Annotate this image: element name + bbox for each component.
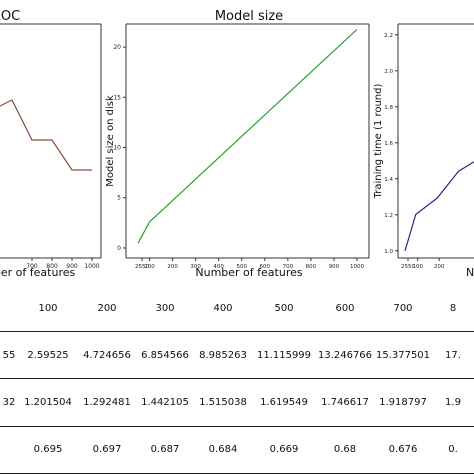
- model-size-x-tick-label: 300: [190, 264, 201, 270]
- roc-x-tick-label: 700: [26, 263, 38, 270]
- model-size-ylabel: Model size on disk: [105, 95, 116, 187]
- model-size-x-tick-label: 800: [306, 264, 317, 270]
- table-row: 32 1.201504 1.292481 1.442105 1.515038 1.6195…: [0, 379, 474, 427]
- table-cell: 1.746617: [321, 397, 369, 409]
- table-cell: 1.918797: [379, 397, 427, 409]
- model-size-xlabel: Number of features: [195, 266, 302, 278]
- table-cell: 15.377501: [375, 349, 431, 361]
- table-cell: 8.985263: [199, 349, 247, 361]
- training-y-tick-label: 1.0: [384, 249, 393, 255]
- training-xlabel: N: [466, 266, 474, 278]
- table-cell: 1.442105: [141, 397, 189, 409]
- training-x-tick-label: 200: [434, 264, 445, 270]
- table-cell: 32: [2, 397, 16, 409]
- roc-x-tick-label: 800: [46, 263, 58, 270]
- results-table-body: 100 200 300 400 500 600 700 8 55 2.59525 4.724656 6…: [0, 285, 474, 474]
- training-y-tick-label: 1.4: [384, 177, 393, 183]
- table-header-cell: 400: [213, 302, 233, 314]
- table-cell: 11.115999: [256, 349, 312, 361]
- table-cell: 0.: [448, 444, 458, 456]
- training-x-tick-label: 2550: [401, 264, 415, 270]
- model-size-x-tick-label: 500: [236, 264, 247, 270]
- table-cell: [0, 426, 18, 473]
- model-size-x-tick-label: 900: [329, 264, 340, 270]
- model-size-x-tick-label: 400: [213, 264, 224, 270]
- table-cell: 1.515038: [199, 397, 247, 409]
- training-series-line: [404, 161, 474, 251]
- training-ylabel: Training time (1 round): [373, 84, 384, 200]
- table-cell: 0.669: [269, 444, 299, 456]
- table-header-cell: 100: [38, 302, 58, 314]
- table-cell: 1.201504: [24, 397, 72, 409]
- model-size-x-tick-label: 700: [283, 264, 294, 270]
- table-header-cell: 300: [155, 302, 175, 314]
- table-cell: 0.695: [33, 444, 63, 456]
- roc-x-tick-label: 900: [66, 263, 78, 270]
- model-size-y-tick-label: 20: [113, 44, 121, 51]
- table-cell: 1.619549: [260, 397, 308, 409]
- model-size-x-tick-label: 1000: [350, 264, 364, 270]
- table-header-cell: 600: [335, 302, 355, 314]
- table-header-cell: 8: [449, 302, 457, 314]
- model-size-y-ticks: 0 5 10 15 20: [113, 44, 126, 252]
- model-size-x-tick-label: 100: [144, 264, 155, 270]
- model-size-x-tick-label: 600: [260, 264, 271, 270]
- model-size-y-tick-label: 5: [117, 195, 121, 202]
- roc-x-tick-label: 1000: [84, 263, 99, 270]
- model-size-y-tick-label: 15: [113, 94, 121, 101]
- table-cell: 0.687: [150, 444, 180, 456]
- model-size-y-tick-label: 10: [113, 145, 121, 152]
- table-cell: 0.697: [92, 444, 122, 456]
- table-row: 55 2.59525 4.724656 6.854566 8.985263 11.1159…: [0, 332, 474, 379]
- table-row: 0.695 0.697 0.687 0.684 0.669 0.68 0.676 0.: [0, 426, 474, 474]
- roc-xlabel: Number of features: [0, 266, 75, 278]
- training-y-tick-label: 2.2: [384, 33, 393, 39]
- roc-title: ROC: [0, 9, 20, 24]
- table-cell: 0.684: [208, 444, 238, 456]
- table-cell: 4.724656: [83, 349, 131, 361]
- training-y-ticks: 1.0 1.2 1.4 1.6 1.8 2.0 2.2: [384, 33, 398, 255]
- model-size-x-tick-label: 200: [167, 264, 178, 270]
- table-header-cell: 500: [274, 302, 294, 314]
- table-cell: 55: [2, 349, 16, 361]
- table-cell: 1.9: [445, 397, 461, 409]
- table-cell: 1.292481: [83, 397, 131, 409]
- results-table: 100 200 300 400 500 600 700 8 55 2.59525 4.724656 6…: [0, 285, 474, 474]
- table-header-cell: 200: [97, 302, 117, 314]
- table-cell: 2.59525: [27, 349, 69, 361]
- table-header-cell: [0, 285, 18, 332]
- model-size-title: Model size: [215, 9, 283, 24]
- training-y-tick-label: 1.6: [384, 141, 393, 147]
- model-size-series-line: [137, 28, 358, 244]
- model-size-x-tick-label: 2550: [135, 264, 149, 270]
- model-size-y-tick-label: 0: [117, 245, 121, 252]
- table-cell: 17.: [445, 349, 461, 361]
- table-header-cell: 700: [393, 302, 413, 314]
- roc-x-ticks: 700 800 900 1000: [26, 258, 100, 270]
- table-cell: 6.854566: [141, 349, 189, 361]
- roc-panel: ROC 700 800 900 1000 Number of features: [0, 9, 102, 278]
- roc-series-line: [0, 99, 92, 171]
- training-y-tick-label: 2.0: [384, 69, 393, 75]
- table-cell: 13.246766: [317, 349, 373, 361]
- training-y-tick-label: 1.2: [384, 213, 393, 219]
- training-y-tick-label: 1.8: [384, 105, 393, 111]
- table-cell: 0.68: [333, 444, 357, 456]
- table-cell: 0.676: [388, 444, 418, 456]
- table-header-row: 100 200 300 400 500 600 700 8: [0, 285, 474, 332]
- training-x-tick-label: 100: [412, 264, 423, 270]
